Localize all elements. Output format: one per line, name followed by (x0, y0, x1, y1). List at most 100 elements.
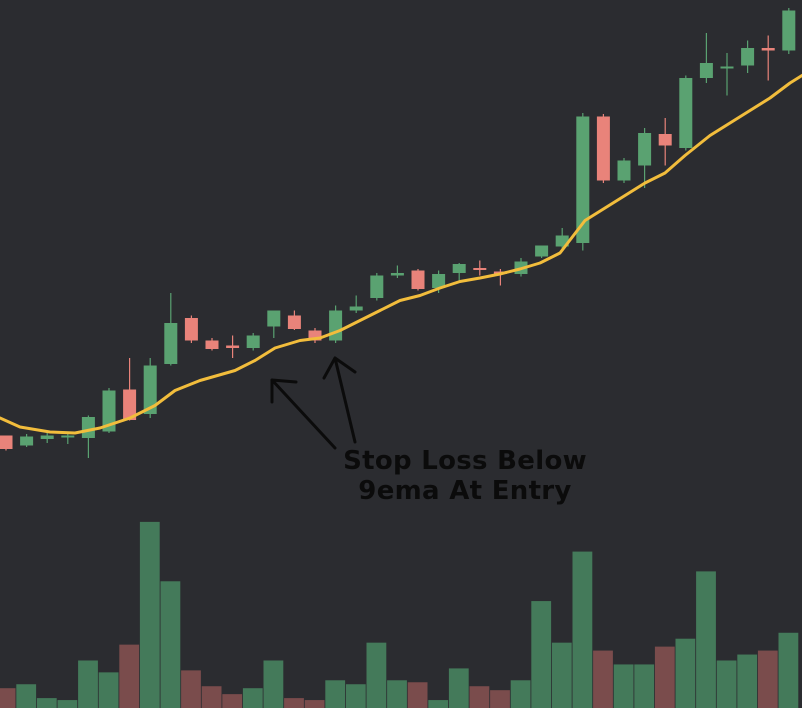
arrow-right (322, 356, 357, 444)
candle (267, 310, 281, 338)
annotation-line-1: Stop Loss Below (343, 446, 587, 476)
candle (596, 114, 610, 183)
volume-bar (531, 601, 552, 708)
candle-body (782, 10, 796, 51)
volume-bar (222, 694, 243, 708)
volume-bar (716, 660, 737, 708)
volume-bar (366, 642, 387, 708)
volume-bar (757, 650, 778, 708)
candle (246, 333, 260, 351)
volume-bar (36, 698, 57, 708)
candle-body (679, 78, 693, 148)
volume-bar (696, 571, 716, 708)
candle-body (535, 245, 549, 257)
candle (308, 328, 322, 343)
candle-body (20, 436, 34, 446)
volume-bar (469, 686, 490, 708)
volume-bar (160, 581, 181, 708)
candle-body (287, 315, 301, 329)
candle (329, 305, 343, 343)
volume-bar (551, 642, 572, 708)
candle (617, 158, 631, 183)
candle-body (741, 48, 755, 66)
volume-bar (778, 632, 799, 708)
volume-bar (119, 644, 140, 708)
annotation-arrows (270, 356, 357, 450)
candle (226, 335, 240, 358)
candle (390, 265, 404, 278)
volume-bar (387, 680, 407, 708)
candle-body (184, 318, 198, 341)
candle (679, 75, 693, 151)
candle-body (370, 275, 384, 298)
candle-body (411, 270, 425, 289)
volume-bar (263, 660, 284, 708)
candle-body (0, 435, 13, 449)
candle-body (329, 310, 343, 341)
volume-bar (242, 688, 263, 708)
candle (658, 118, 672, 166)
candle (638, 128, 652, 188)
candle (164, 293, 178, 366)
candle-body (349, 306, 363, 311)
volume-bar (325, 680, 346, 708)
volume-bar (675, 638, 696, 708)
volume-bar (181, 670, 201, 708)
arrow-left (270, 378, 337, 450)
candle (349, 295, 363, 313)
candle-body (246, 335, 260, 348)
candle (535, 245, 549, 258)
volume-bar (284, 698, 304, 708)
volume-bar (78, 660, 98, 708)
volume-bar (407, 682, 428, 708)
candle-body (308, 330, 322, 341)
candle (40, 433, 54, 443)
annotation-text: Stop Loss Below 9ema At Entry (300, 446, 630, 506)
candle-body (164, 323, 178, 364)
candle-body (390, 273, 404, 276)
candle (184, 315, 198, 343)
ema-line (0, 74, 802, 435)
volume-bar (16, 684, 37, 708)
candle-body (81, 417, 95, 438)
volume-bar (613, 664, 634, 708)
volume-bar (201, 686, 222, 708)
candle-body (596, 116, 610, 181)
candle-body (226, 345, 240, 348)
volume-bars (0, 521, 799, 708)
candle-body (617, 160, 631, 181)
volume-bar (98, 672, 119, 708)
candle (370, 273, 384, 301)
candle (123, 358, 137, 421)
candle-body (432, 274, 446, 288)
candle-body (576, 116, 590, 243)
volume-bar (0, 688, 16, 708)
volume-bar (428, 700, 449, 708)
candle (782, 8, 796, 54)
volume-bar (345, 684, 366, 708)
candle-body (143, 365, 157, 414)
candle-body (473, 268, 487, 270)
candle-body (452, 264, 466, 273)
volume-bar (654, 646, 675, 708)
candle-body (102, 390, 116, 432)
candle-body (658, 134, 672, 146)
candle-body (638, 133, 652, 166)
candle (741, 40, 755, 73)
candle (0, 435, 13, 451)
candles (0, 8, 796, 458)
candle (205, 338, 219, 351)
candle (20, 434, 34, 447)
volume-bar (737, 654, 758, 708)
candle-body (555, 235, 569, 247)
candle (699, 33, 713, 83)
volume-bar (510, 680, 531, 708)
volume-bar (304, 700, 325, 708)
candle (761, 35, 775, 81)
volume-bar (139, 521, 160, 708)
candle (287, 310, 301, 330)
candle (452, 263, 466, 281)
candle-body (699, 63, 713, 78)
volume-bar (572, 551, 593, 708)
